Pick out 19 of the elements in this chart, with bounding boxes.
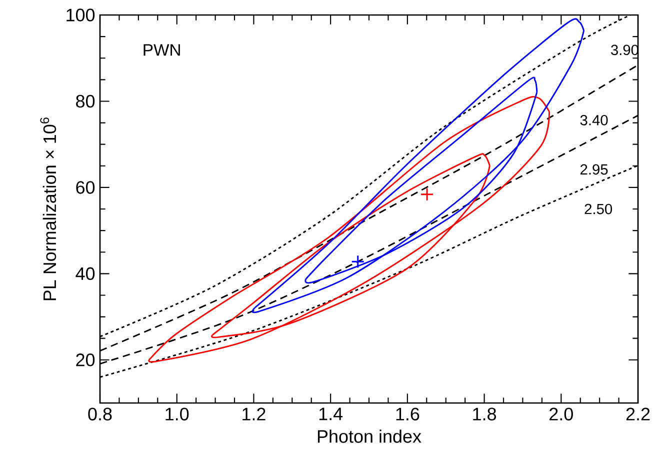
- y-tick-label: 40: [76, 267, 95, 280]
- x-tick-label: 1.8: [473, 408, 496, 420]
- x-tick-label: 2.0: [550, 408, 573, 420]
- y-tick-label: 60: [76, 181, 95, 194]
- x-tick-label: 0.8: [88, 408, 112, 420]
- x-tick-label: 1.0: [166, 408, 189, 420]
- x-tick-label: 1.6: [396, 408, 420, 420]
- x-tick-label: 1.4: [319, 408, 343, 420]
- annotation: PWN: [144, 44, 180, 56]
- y-tick-label: 20: [76, 354, 95, 366]
- x-axis-title: Photon index: [318, 430, 422, 443]
- y-axis-title: PL Normalization × 10$^{6}$: [40, 118, 56, 300]
- y-tick-label: 100: [66, 8, 95, 22]
- x-tick-label: 2.2: [626, 408, 650, 420]
- annotation: 3.40: [580, 114, 608, 126]
- x-tick-label: 1.2: [242, 408, 266, 420]
- annotation: 2.50: [584, 204, 612, 214]
- annotation: 2.95: [580, 164, 608, 175]
- y-tick-label: 80: [76, 94, 95, 108]
